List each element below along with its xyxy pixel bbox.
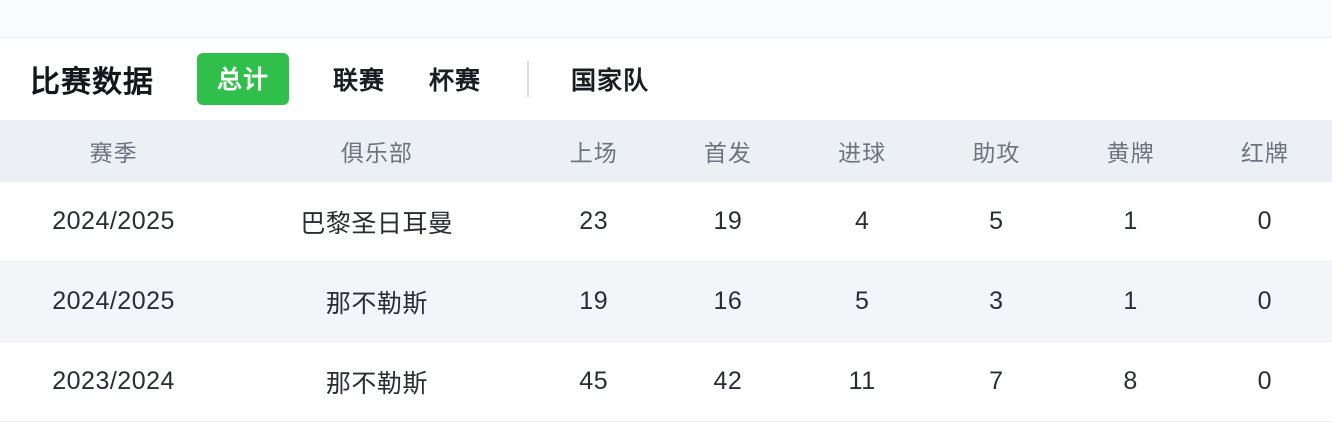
cell-club: 巴黎圣日耳曼 — [227, 182, 527, 262]
career-stats-table: 赛季 俱乐部 上场 首发 进球 助攻 黄牌 红牌 2024/2025 巴黎圣日耳… — [0, 120, 1332, 422]
column-header-appearances[interactable]: 上场 — [526, 120, 661, 182]
cell-club: 那不勒斯 — [227, 261, 527, 342]
cell-assists: 3 — [929, 261, 1064, 342]
cell-red-cards: 0 — [1197, 261, 1332, 342]
cell-red-cards: 0 — [1197, 341, 1332, 422]
column-header-red-cards[interactable]: 红牌 — [1197, 120, 1332, 182]
cell-appearances: 23 — [526, 182, 661, 262]
column-header-club[interactable]: 俱乐部 — [227, 120, 527, 182]
cell-starts: 19 — [660, 182, 796, 262]
cell-assists: 5 — [929, 182, 1064, 262]
cell-goals: 5 — [795, 261, 930, 342]
tab-divider — [527, 61, 530, 97]
section-header-bar: 比赛数据 总计 联赛 杯赛 国家队 — [0, 38, 1332, 120]
column-header-season[interactable]: 赛季 — [0, 120, 228, 182]
page-title: 比赛数据 — [30, 66, 154, 99]
tab-league[interactable]: 联赛 — [333, 67, 386, 95]
cell-season: 2024/2025 — [0, 261, 228, 342]
column-header-goals[interactable]: 进球 — [795, 120, 930, 182]
cell-club: 那不勒斯 — [227, 341, 527, 422]
cell-yellow-cards: 1 — [1063, 261, 1198, 342]
cell-appearances: 19 — [526, 261, 661, 342]
cell-yellow-cards: 8 — [1063, 341, 1198, 422]
tab-total[interactable]: 总计 — [197, 53, 290, 105]
cell-yellow-cards: 1 — [1063, 182, 1198, 262]
cell-season: 2024/2025 — [0, 182, 228, 262]
cell-season: 2023/2024 — [0, 341, 228, 422]
column-header-starts[interactable]: 首发 — [660, 120, 796, 182]
tab-list: 总计 联赛 杯赛 国家队 — [197, 53, 693, 105]
cell-goals: 11 — [795, 341, 930, 422]
column-header-yellow-cards[interactable]: 黄牌 — [1063, 120, 1198, 182]
top-spacer-band — [0, 0, 1332, 38]
table-header-row: 赛季 俱乐部 上场 首发 进球 助攻 黄牌 红牌 — [0, 120, 1332, 182]
cell-appearances: 45 — [526, 341, 661, 422]
cell-starts: 16 — [660, 261, 796, 342]
tab-cup[interactable]: 杯赛 — [429, 67, 482, 95]
cell-goals: 4 — [795, 182, 930, 262]
table-row[interactable]: 2024/2025 巴黎圣日耳曼 23 19 4 5 1 0 — [0, 182, 1332, 262]
column-header-assists[interactable]: 助攻 — [929, 120, 1064, 182]
tab-national-team[interactable]: 国家队 — [571, 67, 650, 95]
table-row[interactable]: 2024/2025 那不勒斯 19 16 5 3 1 0 — [0, 261, 1332, 342]
table-row[interactable]: 2023/2024 那不勒斯 45 42 11 7 8 0 — [0, 341, 1332, 422]
cell-starts: 42 — [660, 341, 796, 422]
cell-assists: 7 — [929, 341, 1064, 422]
cell-red-cards: 0 — [1197, 182, 1332, 262]
